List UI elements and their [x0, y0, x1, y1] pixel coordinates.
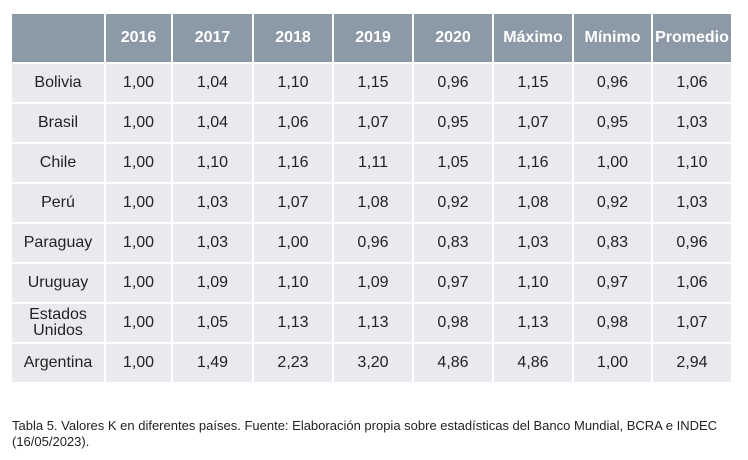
header-cell: 2020: [412, 12, 494, 64]
value-cell: 1,16: [492, 142, 574, 184]
table-row: Paraguay 1,00 1,03 1,00 0,96 0,83 1,03 0,83 0,96: [12, 222, 733, 264]
country-cell: Perú: [12, 182, 106, 224]
value-cell: 1,09: [171, 262, 254, 304]
value-cell: 1,49: [171, 342, 254, 384]
value-cell: 0,97: [572, 262, 653, 304]
value-cell: 0,96: [572, 62, 653, 104]
value-cell: 1,00: [104, 222, 173, 264]
value-cell: 1,06: [651, 62, 733, 104]
header-row: 2016 2017 2018 2019 2020 Máximo Mínimo Promedio: [12, 12, 733, 64]
value-cell: 1,03: [171, 182, 254, 224]
table-row: Estados Unidos 1,00 1,05 1,13 1,13 0,98 1,13 0,…: [12, 302, 733, 344]
value-cell: 0,97: [412, 262, 494, 304]
value-cell: 1,13: [332, 302, 414, 344]
value-cell: 1,03: [651, 102, 733, 144]
value-cell: 1,07: [252, 182, 334, 224]
country-cell: Uruguay: [12, 262, 106, 304]
value-cell: 4,86: [492, 342, 574, 384]
value-cell: 2,94: [651, 342, 733, 384]
value-cell: 1,03: [651, 182, 733, 224]
value-cell: 1,10: [651, 142, 733, 184]
value-cell: 0,98: [572, 302, 653, 344]
country-cell: Estados Unidos: [12, 302, 106, 344]
table-body: Bolivia 1,00 1,04 1,10 1,15 0,96 1,15 0,96 1,06 B…: [12, 62, 733, 384]
header-cell: Promedio: [651, 12, 733, 64]
value-cell: 1,00: [104, 62, 173, 104]
value-cell: 1,00: [104, 182, 173, 224]
table-row: Uruguay 1,00 1,09 1,10 1,09 0,97 1,10 0,97 1,06: [12, 262, 733, 304]
value-cell: 0,96: [651, 222, 733, 264]
value-cell: 1,15: [492, 62, 574, 104]
header-cell: 2016: [104, 12, 173, 64]
table-row: Chile 1,00 1,10 1,16 1,11 1,05 1,16 1,00 1,10: [12, 142, 733, 184]
value-cell: 1,13: [252, 302, 334, 344]
value-cell: 1,00: [104, 102, 173, 144]
header-cell: 2019: [332, 12, 414, 64]
country-cell: Bolivia: [12, 62, 106, 104]
value-cell: 2,23: [252, 342, 334, 384]
data-table: 2016 2017 2018 2019 2020 Máximo Mínimo Promedio…: [12, 12, 733, 384]
value-cell: 1,00: [572, 342, 653, 384]
value-cell: 1,13: [492, 302, 574, 344]
value-cell: 1,16: [252, 142, 334, 184]
country-cell: Chile: [12, 142, 106, 184]
header-cell: Máximo: [492, 12, 574, 64]
value-cell: 1,09: [332, 262, 414, 304]
value-cell: 0,92: [572, 182, 653, 224]
value-cell: 1,03: [492, 222, 574, 264]
value-cell: 0,98: [412, 302, 494, 344]
value-cell: 0,95: [572, 102, 653, 144]
value-cell: 1,05: [171, 302, 254, 344]
value-cell: 0,95: [412, 102, 494, 144]
country-cell: Argentina: [12, 342, 106, 384]
header-cell: [12, 12, 106, 64]
value-cell: 0,96: [332, 222, 414, 264]
value-cell: 1,05: [412, 142, 494, 184]
value-cell: 4,86: [412, 342, 494, 384]
value-cell: 1,00: [572, 142, 653, 184]
header-cell: 2017: [171, 12, 254, 64]
value-cell: 1,06: [651, 262, 733, 304]
value-cell: 1,00: [104, 302, 173, 344]
value-cell: 1,04: [171, 62, 254, 104]
value-cell: 1,10: [171, 142, 254, 184]
value-cell: 1,00: [252, 222, 334, 264]
value-cell: 0,92: [412, 182, 494, 224]
value-cell: 1,08: [332, 182, 414, 224]
table-row: Argentina 1,00 1,49 2,23 3,20 4,86 4,86 1,00 2,9…: [12, 342, 733, 384]
value-cell: 0,83: [572, 222, 653, 264]
value-cell: 1,00: [104, 142, 173, 184]
value-cell: 1,08: [492, 182, 574, 224]
value-cell: 1,11: [332, 142, 414, 184]
value-cell: 1,07: [492, 102, 574, 144]
value-cell: 1,03: [171, 222, 254, 264]
table-row: Perú 1,00 1,03 1,07 1,08 0,92 1,08 0,92 1,03: [12, 182, 733, 224]
value-cell: 1,07: [651, 302, 733, 344]
value-cell: 1,15: [332, 62, 414, 104]
value-cell: 0,83: [412, 222, 494, 264]
value-cell: 1,07: [332, 102, 414, 144]
value-cell: 1,00: [104, 342, 173, 384]
country-cell: Brasil: [12, 102, 106, 144]
value-cell: 1,10: [252, 62, 334, 104]
value-cell: 1,06: [252, 102, 334, 144]
value-cell: 0,96: [412, 62, 494, 104]
header-cell: Mínimo: [572, 12, 653, 64]
table-row: Brasil 1,00 1,04 1,06 1,07 0,95 1,07 0,95 1,03: [12, 102, 733, 144]
value-cell: 1,10: [252, 262, 334, 304]
value-cell: 1,10: [492, 262, 574, 304]
value-cell: 1,04: [171, 102, 254, 144]
caption: Tabla 5. Valores K en diferentes países.…: [12, 418, 718, 449]
table-container: 2016 2017 2018 2019 2020 Máximo Mínimo Promedio…: [12, 12, 733, 384]
header-cell: 2018: [252, 12, 334, 64]
value-cell: 1,00: [104, 262, 173, 304]
value-cell: 3,20: [332, 342, 414, 384]
country-cell: Paraguay: [12, 222, 106, 264]
table-row: Bolivia 1,00 1,04 1,10 1,15 0,96 1,15 0,96 1,06: [12, 62, 733, 104]
